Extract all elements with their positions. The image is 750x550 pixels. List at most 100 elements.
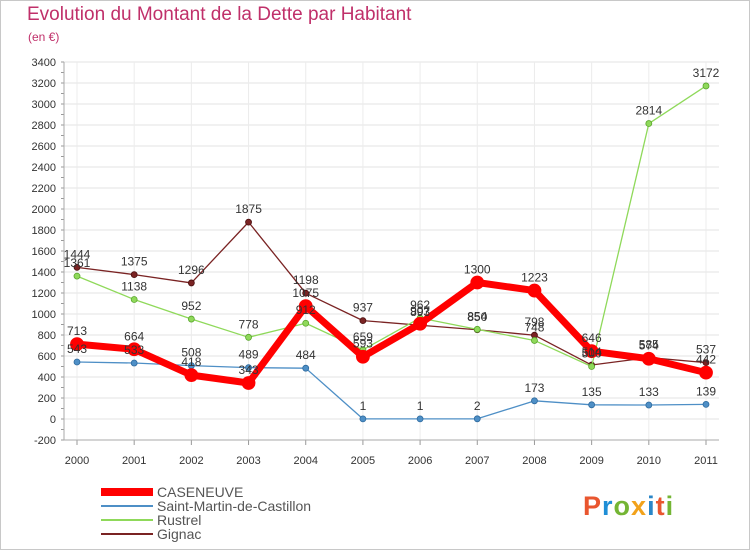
data-label-gignac: 537 [696,343,716,357]
data-label-saint-martin-de-castillon: 1 [417,399,424,413]
data-point-caseneuve [584,344,599,359]
series-line-rustrel [76,85,707,368]
data-label-rustrel: 854 [467,309,487,323]
data-point-rustrel [187,315,195,323]
data-point-rustrel [302,319,310,327]
data-label-caseneuve: 1223 [521,271,548,285]
y-tick-label: 200 [38,393,56,405]
data-label-rustrel: 912 [296,303,316,317]
y-tick-label: 1000 [32,309,56,321]
data-point-gignac [187,279,195,287]
data-point-caseneuve [241,376,256,390]
data-label-caseneuve: 713 [67,324,87,338]
x-tick-label: 2005 [351,455,375,467]
x-tick-label: 2003 [236,455,260,467]
series-line-saint-martin-de-castillon [76,361,707,420]
legend-swatch [101,505,153,507]
data-label-gignac: 1444 [64,247,91,261]
data-point-caseneuve [641,351,656,366]
data-label-saint-martin-de-castillon: 139 [696,384,716,398]
y-tick-label: 2000 [32,204,56,216]
y-tick-label: -200 [34,435,56,447]
y-tick-label: 1200 [32,288,56,300]
legend-label: CASENEUVE [157,484,244,500]
data-label-caseneuve: 574 [639,339,659,353]
legend-swatch [101,533,153,535]
x-tick-label: 2004 [293,455,317,467]
series-line-caseneuve [73,279,710,387]
data-point-caseneuve [298,299,313,314]
data-label-saint-martin-de-castillon: 133 [639,385,659,399]
data-label-caseneuve: 442 [696,353,716,367]
data-point-gignac [130,271,138,279]
y-tick-label: 3200 [32,78,56,90]
data-point-gignac [302,289,310,297]
legend-label: Saint-Martin-de-Castillon [157,498,312,514]
data-point-caseneuve [413,316,427,331]
data-point-rustrel [73,272,81,280]
data-point-saint-martin-de-castillon [359,415,367,423]
y-tick-label: 1600 [32,246,56,258]
data-label-caseneuve: 1300 [464,263,491,277]
data-point-saint-martin-de-castillon [245,364,252,372]
data-label-caseneuve: 1075 [292,286,319,300]
data-point-rustrel [473,325,481,333]
data-point-caseneuve [699,365,713,380]
data-label-saint-martin-de-castillon: 173 [524,381,544,395]
data-point-saint-martin-de-castillon [302,364,310,372]
y-tick-label: 400 [38,372,56,384]
legend-item-rustrel: Rustrel [101,512,361,528]
data-point-gignac [702,359,710,367]
y-tick-label: 2600 [32,141,56,153]
legend-label: Gignac [157,526,202,542]
data-point-rustrel [645,120,653,127]
data-point-caseneuve [184,368,199,383]
y-tick-label: 800 [38,330,56,342]
data-label-saint-martin-de-castillon: 484 [296,348,316,362]
data-label-rustrel: 3172 [693,66,720,80]
data-label-gignac: 893 [410,305,430,319]
chart-subtitle: (en €) [28,30,60,44]
chart-legend: CASENEUVE Saint-Martin-de-Castillon Rust… [101,484,361,542]
data-label-rustrel: 962 [410,298,430,312]
data-label-caseneuve: 593 [353,337,373,351]
data-label-saint-martin-de-castillon: 2 [474,399,481,413]
data-point-rustrel [245,333,252,341]
y-tick-label: 2800 [32,120,56,132]
data-point-saint-martin-de-castillon [73,358,81,366]
data-label-saint-martin-de-castillon: 489 [239,348,259,362]
y-tick-label: 3400 [32,57,56,69]
data-point-caseneuve [127,342,142,357]
data-label-gignac: 1198 [293,273,319,287]
x-tick-label: 2007 [465,455,489,467]
data-label-caseneuve: 343 [239,363,259,377]
legend-swatch [101,488,153,496]
data-label-rustrel: 778 [239,317,259,331]
y-tick-label: 3000 [32,99,56,111]
data-label-gignac: 1375 [121,255,148,269]
data-label-saint-martin-de-castillon: 1 [360,399,367,413]
data-point-rustrel [531,337,538,344]
data-point-saint-martin-de-castillon [531,397,538,405]
x-tick-label: 2011 [694,455,718,467]
data-point-caseneuve [70,337,84,352]
data-label-gignac: 798 [524,315,544,329]
y-tick-label: 2200 [32,183,56,195]
legend-swatch [101,519,153,521]
y-tick-label: 1400 [32,267,56,279]
data-point-saint-martin-de-castillon [645,401,653,409]
x-tick-label: 2008 [522,455,546,467]
data-label-caseneuve: 646 [582,331,602,345]
data-label-caseneuve: 907 [410,304,430,318]
data-label-rustrel: 659 [353,330,373,344]
x-tick-label: 2001 [122,455,146,467]
legend-label: Rustrel [157,512,202,528]
data-label-rustrel: 1138 [121,280,147,294]
data-point-caseneuve [470,275,485,290]
x-tick-label: 2006 [408,455,432,467]
y-tick-label: 2400 [32,162,56,174]
data-label-saint-martin-de-castillon: 533 [124,343,144,357]
data-label-gignac: 850 [467,310,487,324]
